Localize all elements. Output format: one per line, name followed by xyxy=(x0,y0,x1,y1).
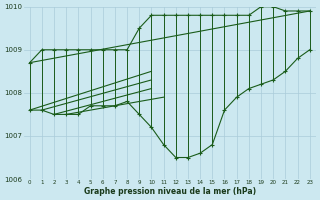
X-axis label: Graphe pression niveau de la mer (hPa): Graphe pression niveau de la mer (hPa) xyxy=(84,187,256,196)
